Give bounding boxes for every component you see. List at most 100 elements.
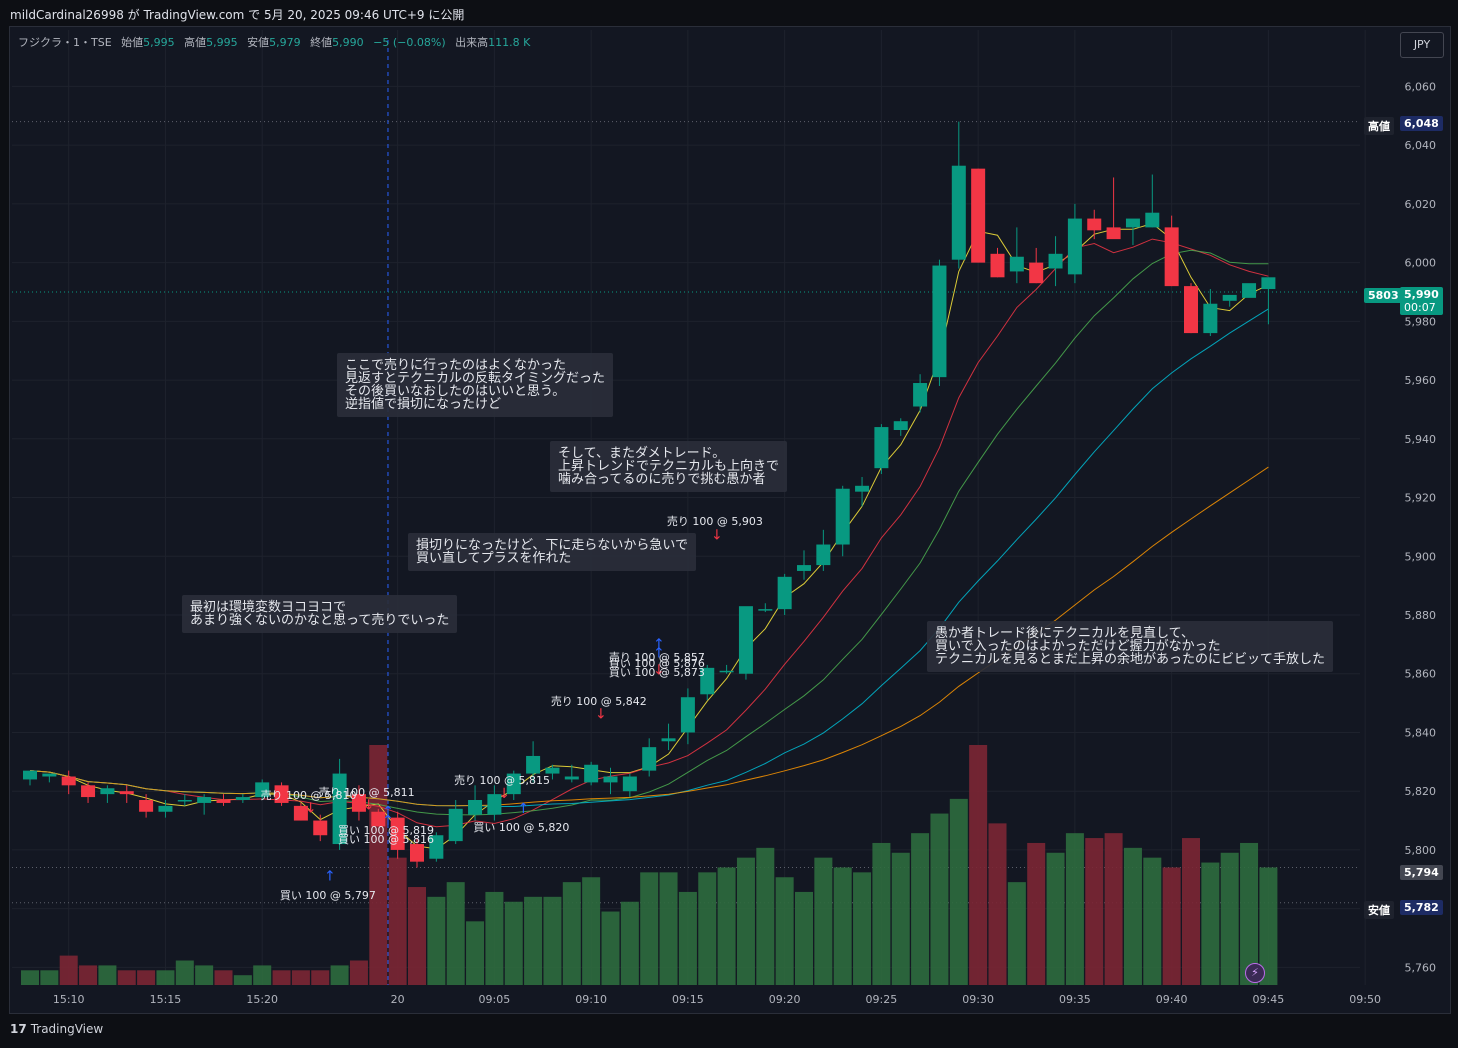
volume-bar [562, 882, 581, 985]
y-tick-label: 5,760 [1405, 961, 1437, 974]
note-2[interactable]: ここで売りに行ったのはよくなかった 見返すとテクニカルの反転タイミングだった そ… [337, 353, 614, 417]
y-tick-label: 5,820 [1405, 785, 1437, 798]
candle-body [584, 764, 599, 783]
candle-body [526, 755, 541, 774]
y-tick-label: 6,040 [1405, 139, 1437, 152]
volume-bar [253, 965, 272, 985]
volume-bar [891, 852, 910, 985]
candle-body [313, 820, 328, 836]
x-tick-label: 09:25 [866, 993, 898, 1006]
symbol-name[interactable]: フジクラ・1・TSE [18, 36, 112, 49]
high-tag-value: 6,048 [1400, 116, 1443, 131]
candle-body [1125, 218, 1140, 228]
volume-bar [872, 842, 891, 985]
candle-body [1087, 218, 1102, 231]
candle-body [545, 767, 560, 774]
y-tick-label: 6,000 [1405, 257, 1437, 270]
candle-body [23, 770, 37, 780]
candle-body [216, 800, 231, 803]
volume-bar [1201, 862, 1220, 985]
volume-bar [272, 970, 291, 985]
change-value: −5 (−0.08%) [373, 36, 446, 49]
volume-bar [408, 887, 426, 985]
volume-bar [98, 965, 117, 985]
candle-body [893, 421, 908, 430]
candle-body [680, 697, 695, 733]
brand-name: TradingView [30, 1022, 104, 1036]
note-5[interactable]: 愚か者トレード後にテクニカルを見直して、 買いで入ったのはよかっただけど握力がな… [927, 621, 1334, 672]
note-4[interactable]: そして、またダメトレード。 上昇トレンドでテクニカルも上向きで 噛み合ってるのに… [550, 441, 788, 492]
candle-body [874, 427, 889, 469]
bar-countdown: 00:07 [1404, 301, 1436, 314]
x-tick-label: 09:30 [962, 993, 994, 1006]
buy-arrow-icon: ↑ [382, 813, 394, 829]
candle-body [1048, 253, 1063, 269]
candle-body [1184, 286, 1198, 334]
buy-arrow-icon: ↑ [518, 801, 530, 817]
volume-bar [1182, 838, 1200, 985]
volume-bar [1220, 852, 1239, 985]
x-tick-label: 15:10 [53, 993, 85, 1006]
trade-label: 買い 100 @ 5,816 [337, 832, 434, 846]
candle-body [835, 488, 850, 545]
volume-bar [156, 970, 175, 985]
sell-arrow-icon: ↓ [305, 801, 317, 817]
x-tick-label: 09:40 [1156, 993, 1188, 1006]
candle-body [1164, 227, 1179, 287]
volume-bar [1046, 852, 1065, 985]
candle-body [719, 670, 734, 673]
candle-body [700, 667, 715, 695]
volume-bar [524, 896, 543, 985]
volume-value: 111.8 K [488, 36, 531, 49]
candle-body [468, 800, 483, 815]
sell-arrow-icon: ↓ [595, 707, 607, 723]
candle-body [390, 817, 405, 850]
candle-body [777, 576, 792, 610]
candle-body [1222, 294, 1237, 301]
candle-body [139, 800, 154, 812]
x-tick-label: 09:35 [1059, 993, 1091, 1006]
volume-bar [1065, 833, 1084, 985]
lightning-icon[interactable]: ⚡ [1245, 963, 1265, 983]
candle-body [913, 383, 928, 407]
volume-bar [930, 813, 949, 985]
close-value: 5,990 [332, 36, 364, 49]
candle-body [816, 544, 831, 566]
note-1[interactable]: 最初は環境変数ヨコヨコで あまり強くないのかなと思って売りでいった [182, 595, 458, 633]
footer-brand[interactable]: 17 TradingView [10, 1022, 103, 1036]
chart-frame [9, 26, 1451, 1014]
sell-arrow-icon: ↓ [363, 798, 375, 814]
y-tick-label: 6,020 [1405, 198, 1437, 211]
volume-bar [117, 970, 136, 985]
volume-bar [369, 745, 388, 985]
candle-body [1106, 227, 1121, 240]
buy-arrow-icon: ↑ [324, 869, 336, 885]
high-value: 5,995 [206, 36, 238, 49]
volume-bar [543, 896, 562, 985]
moving-average-line [29, 466, 1269, 807]
volume-bar [330, 965, 349, 985]
candle-body [351, 794, 366, 812]
ref-price-tag: 5,794 [1400, 865, 1443, 880]
y-tick-label: 5,940 [1405, 433, 1437, 446]
y-tick-label: 5,960 [1405, 374, 1437, 387]
buy-arrow-icon: ↑ [653, 646, 665, 662]
high-label: 高値 [184, 36, 207, 49]
volume-bar [620, 901, 639, 985]
candle-body [293, 805, 308, 821]
candle-body [738, 606, 753, 674]
x-tick-label: 20 [391, 993, 405, 1006]
volume-bar [1259, 867, 1278, 985]
close-label: 終値 [310, 36, 333, 49]
volume-bar [466, 921, 485, 985]
volume-bar [640, 872, 659, 985]
currency-button[interactable]: JPY [1400, 32, 1444, 58]
sell-arrow-icon: ↓ [498, 786, 510, 802]
volume-bar [756, 847, 775, 985]
volume-bar [485, 891, 504, 985]
x-tick-label: 15:20 [246, 993, 278, 1006]
y-tick-label: 5,800 [1405, 844, 1437, 857]
candle-body [487, 794, 502, 815]
note-3[interactable]: 損切りになったけど、下に走らないから急いで 買い直してプラスを作れた [408, 533, 696, 571]
